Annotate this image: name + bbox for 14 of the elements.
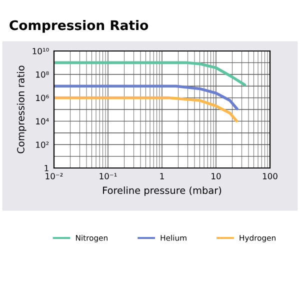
y-tick-label: 10⁸ bbox=[36, 71, 49, 78]
x-tick-label: 10⁻² bbox=[46, 173, 63, 180]
x-axis-title: Foreline pressure (mbar) bbox=[103, 186, 222, 196]
x-tick-label: 10 bbox=[212, 173, 221, 180]
y-tick-label: 10¹⁰ bbox=[32, 48, 49, 54]
y-tick-label: 1 bbox=[44, 165, 48, 172]
x-tick-label: 100 bbox=[262, 173, 278, 180]
y-tick-label: 10² bbox=[36, 142, 49, 148]
x-tick-label: 10⁻¹ bbox=[100, 173, 117, 180]
y-tick-label: 10⁴ bbox=[36, 118, 49, 124]
y-tick-label: 10⁶ bbox=[36, 94, 49, 102]
y-axis-title: Compression ratio bbox=[16, 66, 26, 154]
chart-title: Compression Ratio bbox=[10, 20, 148, 33]
x-tick-label: 1 bbox=[160, 173, 164, 180]
